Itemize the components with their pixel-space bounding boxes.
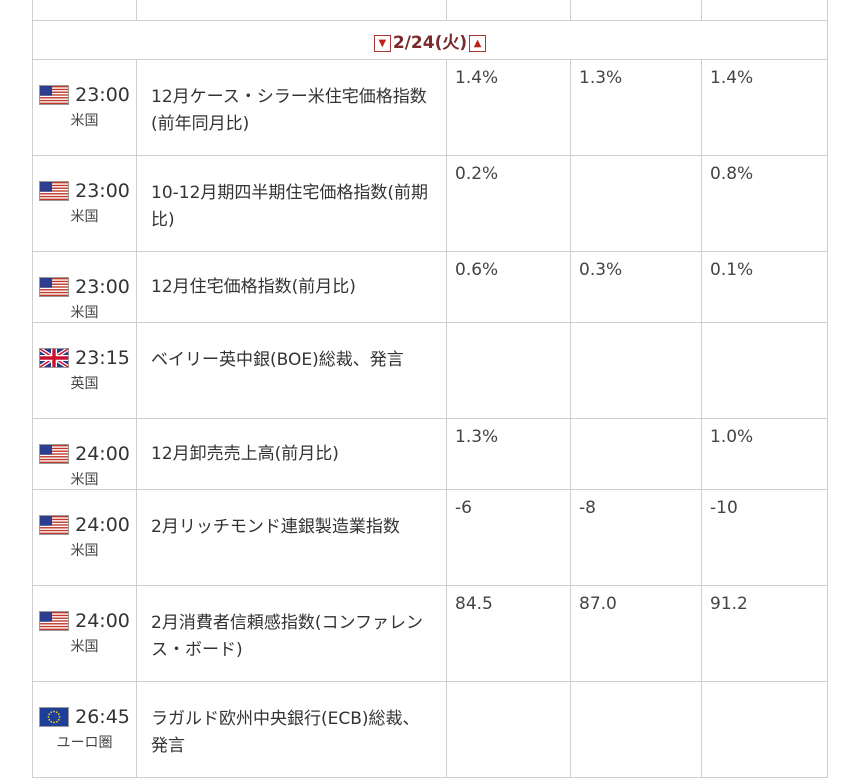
event-time: 23:00 [75,276,130,298]
time-cell: 24:00 米国 [32,489,137,586]
previous-row-tail [32,0,828,21]
event-name: 12月卸売売上高(前月比) [136,418,447,490]
event-row: 26:45 ユーロ圏 ラガルド欧州中央銀行(ECB)総裁、発言 [32,681,828,778]
us-flag-icon [39,85,70,105]
forecast-value: -8 [570,489,702,586]
us-flag-icon [39,181,70,201]
prev-day-button[interactable]: ▼ [373,34,391,52]
event-row: 24:00 米国 2月リッチモンド連銀製造業指数 -6 -8 -10 [32,489,828,586]
forecast-value [570,418,702,490]
previous-value: -6 [446,489,571,586]
event-row: 23:00 米国 12月ケース・シラー米住宅価格指数(前年同月比) 1.4% 1.3% 1… [32,59,828,156]
event-row: 23:00 米国 12月住宅価格指数(前月比) 0.6% 0.3% 0.1% [32,251,828,323]
time-cell: 24:00 米国 [32,585,137,682]
calendar-table: ▼ 2/24(火) ▲ 23:00 米国 12月ケース・シラー米住宅価格指数(前年同月比… [32,0,828,778]
result-value: -10 [701,489,828,586]
event-country: 米国 [70,113,99,129]
time-cell: 23:00 米国 [32,251,137,323]
result-value [701,322,828,419]
forecast-value [570,322,702,419]
uk-flag-icon [39,347,70,369]
result-value: 91.2 [701,585,828,682]
event-time: 24:00 [75,610,130,632]
result-value [701,681,828,778]
previous-value: 0.6% [446,251,571,323]
time-cell: 23:00 米国 [32,155,137,252]
event-time: 26:45 [75,706,130,728]
event-row: 23:00 米国 10-12月期四半期住宅価格指数(前期比) 0.2% 0.8% [32,155,828,252]
date-header: ▼ 2/24(火) ▲ [32,20,828,60]
previous-value: 1.4% [446,59,571,156]
event-name: 10-12月期四半期住宅価格指数(前期比) [136,155,447,252]
forecast-value: 87.0 [570,585,702,682]
event-row: 24:00 米国 12月卸売売上高(前月比) 1.3% 1.0% [32,418,828,490]
time-cell: 23:00 米国 [32,59,137,156]
event-time: 23:00 [75,180,130,202]
event-country: 米国 [70,305,99,321]
time-cell: 26:45 ユーロ圏 [32,681,137,778]
eu-flag-icon [39,707,70,727]
event-name: 2月リッチモンド連銀製造業指数 [136,489,447,586]
event-row: 24:00 米国 2月消費者信頼感指数(コンファレンス・ボード) 84.5 87.0 91… [32,585,828,682]
event-country: 米国 [70,209,99,225]
previous-value: 0.2% [446,155,571,252]
event-name: ラガルド欧州中央銀行(ECB)総裁、発言 [136,681,447,778]
us-flag-icon [39,611,70,631]
us-flag-icon [39,277,70,297]
event-country: 米国 [70,639,99,655]
event-country: 米国 [70,543,99,559]
date-label: 2/24(火) [392,32,468,53]
event-country: 米国 [70,472,99,488]
forecast-value [570,681,702,778]
event-country: 英国 [70,376,99,392]
event-row: 23:15 英国 ベイリー英中銀(BOE)総裁、発言 [32,322,828,419]
us-flag-icon [39,515,70,535]
previous-value [446,681,571,778]
result-value: 1.0% [701,418,828,490]
economic-calendar: ▼ 2/24(火) ▲ 23:00 米国 12月ケース・シラー米住宅価格指数(前年同月比… [32,0,828,778]
event-time: 24:00 [75,443,130,465]
forecast-value: 0.3% [570,251,702,323]
event-time: 23:00 [75,84,130,106]
event-name: 2月消費者信頼感指数(コンファレンス・ボード) [136,585,447,682]
forecast-value [570,155,702,252]
us-flag-icon [39,444,70,464]
event-name: ベイリー英中銀(BOE)総裁、発言 [136,322,447,419]
event-name: 12月ケース・シラー米住宅価格指数(前年同月比) [136,59,447,156]
previous-value [446,322,571,419]
next-day-button[interactable]: ▲ [469,34,487,52]
result-value: 0.1% [701,251,828,323]
event-time: 24:00 [75,514,130,536]
previous-value: 1.3% [446,418,571,490]
previous-value: 84.5 [446,585,571,682]
date-header-row: ▼ 2/24(火) ▲ [32,20,828,60]
time-cell: 24:00 米国 [32,418,137,490]
event-country: ユーロ圏 [56,735,113,751]
result-value: 1.4% [701,59,828,156]
result-value: 0.8% [701,155,828,252]
time-cell: 23:15 英国 [32,322,137,419]
event-name: 12月住宅価格指数(前月比) [136,251,447,323]
forecast-value: 1.3% [570,59,702,156]
event-time: 23:15 [75,347,130,369]
